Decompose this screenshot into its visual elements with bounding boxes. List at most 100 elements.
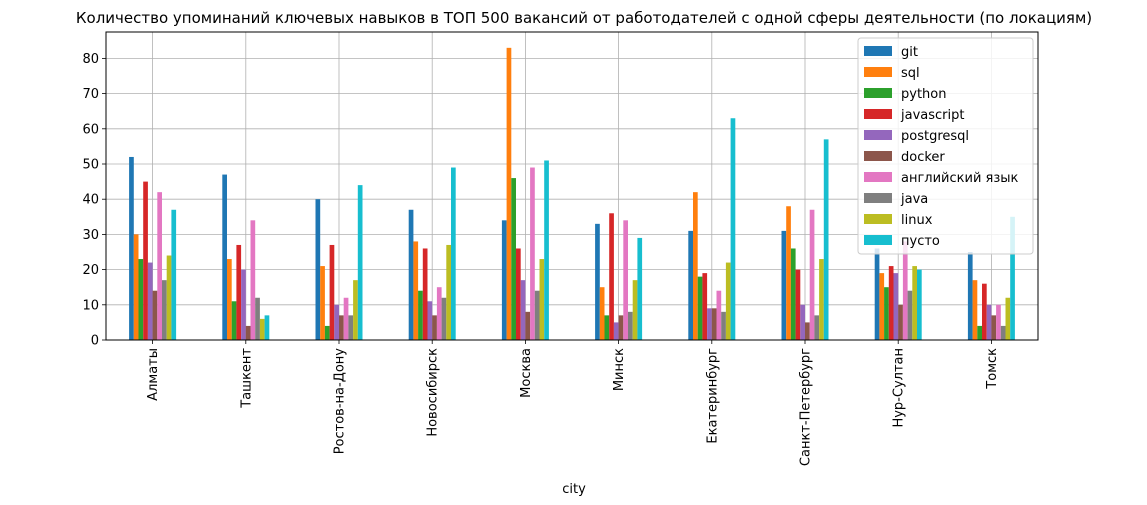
- bar: [516, 248, 521, 340]
- x-tick-label: Москва: [519, 348, 534, 398]
- bar: [1010, 216, 1015, 340]
- bars: [129, 47, 1015, 341]
- bar: [441, 297, 447, 340]
- y-tick-label: 30: [82, 228, 99, 243]
- bar: [334, 304, 339, 340]
- bar: [255, 297, 260, 340]
- plot-frame: [105, 31, 1039, 341]
- bar: [595, 223, 600, 340]
- bar: [618, 315, 624, 340]
- bar: [427, 301, 433, 340]
- bar: [898, 304, 903, 340]
- y-tick-label: 60: [82, 122, 99, 137]
- bar: [609, 213, 614, 340]
- legend-entry: linux: [901, 213, 933, 228]
- y-tick-label: 70: [82, 87, 99, 102]
- bar: [166, 255, 172, 340]
- bar: [544, 160, 549, 340]
- bar: [129, 156, 134, 340]
- x-tick-label: Ташкент: [239, 348, 254, 409]
- bar: [702, 273, 708, 340]
- bar: [814, 315, 820, 340]
- legend-swatch: [864, 130, 892, 140]
- y-tick-label: 50: [82, 158, 99, 173]
- y-tick-label: 40: [82, 193, 99, 208]
- bar: [451, 167, 456, 340]
- legend-entry: английский язык: [901, 171, 1019, 186]
- x-tick-label: Екатеринбург: [705, 348, 720, 444]
- bar: [781, 230, 787, 340]
- bar: [972, 280, 978, 340]
- bar: [721, 311, 726, 340]
- bar: [967, 252, 973, 340]
- bar: [147, 262, 153, 340]
- x-tick-label: Санкт-Петербург: [799, 348, 814, 466]
- bar: [730, 118, 736, 341]
- legend-swatch: [864, 46, 892, 56]
- bar: [688, 230, 693, 340]
- bar: [422, 248, 428, 340]
- bar: [264, 315, 270, 340]
- bar: [418, 290, 423, 340]
- bar: [162, 280, 167, 340]
- legend-entry: git: [901, 45, 918, 60]
- bar: [501, 220, 507, 340]
- bar: [157, 192, 162, 340]
- bar: [1005, 297, 1011, 340]
- legend: git sql python javascript postgresql docker ан…: [857, 37, 1034, 255]
- bar: [823, 139, 829, 340]
- bar: [227, 259, 232, 340]
- bar: [996, 304, 1001, 340]
- bar: [315, 199, 321, 340]
- bar: [241, 269, 246, 340]
- bar: [697, 276, 703, 340]
- legend-swatch: [864, 193, 892, 203]
- y-tick-label: 10: [82, 298, 99, 313]
- bar: [819, 259, 824, 340]
- bar: [599, 287, 605, 340]
- bar: [874, 248, 880, 340]
- bar: [711, 308, 717, 340]
- bar: [982, 283, 987, 340]
- bar: [604, 315, 610, 340]
- bar: [977, 325, 982, 340]
- legend-entry: пусто: [901, 234, 940, 249]
- bar: [893, 273, 899, 340]
- bar: [413, 241, 419, 340]
- bar: [907, 290, 913, 340]
- bar: [628, 311, 633, 340]
- bar: [348, 315, 354, 340]
- bar: [343, 297, 349, 340]
- legend-entry: python: [901, 87, 946, 102]
- x-tick-label: Новосибирск: [426, 348, 441, 437]
- bar: [446, 244, 451, 340]
- bar: [357, 185, 363, 340]
- bar: [809, 209, 815, 340]
- bar: [250, 220, 256, 340]
- legend-entry: docker: [901, 150, 945, 165]
- bar: [707, 308, 712, 340]
- bar: [917, 269, 922, 340]
- legend-box: [857, 37, 1034, 255]
- y-tick-label: 20: [82, 263, 99, 278]
- y-axis: 0 10 20 30 40 50 60 70 80: [82, 52, 106, 349]
- x-tick-label: Нур-Султан: [892, 348, 907, 428]
- legend-swatch: [864, 67, 892, 77]
- x-tick-label: Минск: [612, 348, 627, 391]
- bar: [530, 167, 535, 340]
- bar: [353, 280, 358, 340]
- bar: [991, 315, 997, 340]
- bar: [902, 241, 908, 340]
- bar: [912, 266, 917, 340]
- bar: [805, 322, 810, 340]
- legend-swatch: [864, 214, 892, 224]
- legend-entry: java: [900, 192, 928, 207]
- legend-entry: postgresql: [901, 129, 969, 144]
- chart-title: Количество упоминаний ключевых навыков в…: [76, 9, 1092, 27]
- bar: [133, 234, 139, 340]
- bar: [1000, 325, 1006, 340]
- bar: [888, 266, 894, 340]
- x-axis-label: city: [562, 482, 586, 497]
- bar: [143, 181, 148, 340]
